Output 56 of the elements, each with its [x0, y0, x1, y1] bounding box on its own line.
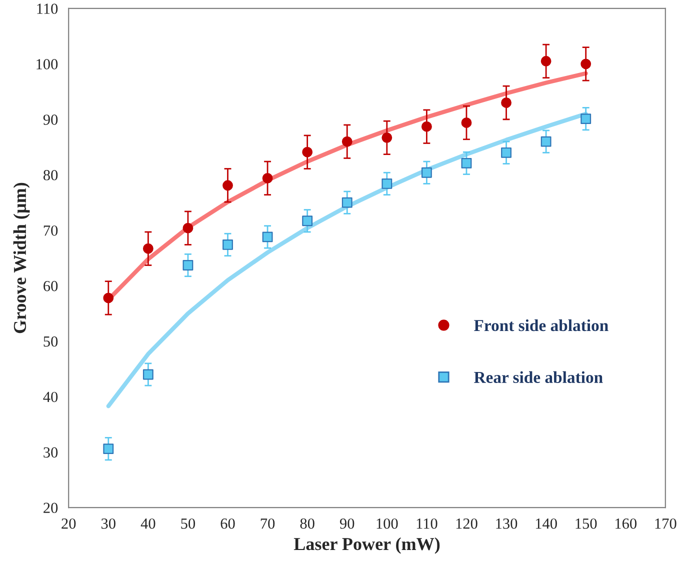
point	[182, 222, 194, 234]
y-tick-label: 40	[43, 392, 58, 402]
x-tick-label: 140	[536, 518, 557, 529]
point	[222, 180, 233, 191]
y-tick-label: 110	[37, 4, 58, 14]
point	[103, 292, 114, 304]
point	[142, 369, 154, 380]
point	[182, 260, 194, 270]
x-tick-label: 20	[62, 518, 76, 529]
point	[302, 146, 313, 158]
x-tick-label: 120	[456, 518, 478, 529]
point	[461, 158, 472, 168]
x-tick-label: 150	[576, 518, 597, 529]
point	[262, 172, 273, 184]
y-tick-label: 30	[44, 447, 58, 458]
x-tick-label: 160	[616, 518, 637, 529]
x-tick-label: 110	[416, 518, 438, 529]
legend-label: Rear side ablation	[474, 371, 603, 384]
y-tick-label: 20	[44, 502, 58, 514]
point	[262, 232, 273, 242]
y-axis-title: Groove Width (µm)	[13, 182, 30, 334]
point	[302, 216, 313, 226]
y-tick-label: 50	[44, 336, 58, 347]
point	[382, 178, 392, 189]
point	[222, 240, 233, 250]
point	[421, 121, 432, 132]
x-tick-label: 40	[140, 518, 156, 529]
x-tick-label: 130	[496, 518, 518, 529]
point	[103, 444, 114, 454]
x-tick-label: 80	[300, 518, 314, 529]
x-tick-label: 90	[340, 518, 354, 529]
point	[342, 136, 352, 147]
x-tick-label: 100	[376, 518, 398, 529]
x-tick-label: 30	[101, 518, 116, 529]
point	[580, 58, 592, 70]
point	[142, 243, 154, 254]
point	[540, 136, 552, 147]
y-tick-label: 60	[44, 280, 58, 292]
point	[540, 56, 552, 66]
point	[421, 167, 432, 178]
x-tick-label: 60	[220, 518, 235, 529]
y-tick-label: 80	[43, 170, 58, 180]
point	[342, 197, 352, 208]
point	[501, 147, 512, 158]
y-tick-label: 70	[44, 225, 58, 236]
x-tick-label: 70	[260, 518, 275, 529]
legend-label: Front side ablation	[474, 319, 608, 332]
point	[382, 132, 392, 143]
point	[580, 114, 592, 124]
x-tick-label: 50	[181, 518, 196, 529]
x-tick-label: 170	[655, 518, 676, 529]
point	[501, 98, 512, 108]
y-tick-label: 90	[43, 114, 58, 125]
y-tick-label: 100	[36, 59, 58, 70]
x-axis-title: Laser Power (mW)	[294, 537, 440, 554]
point	[461, 117, 472, 128]
